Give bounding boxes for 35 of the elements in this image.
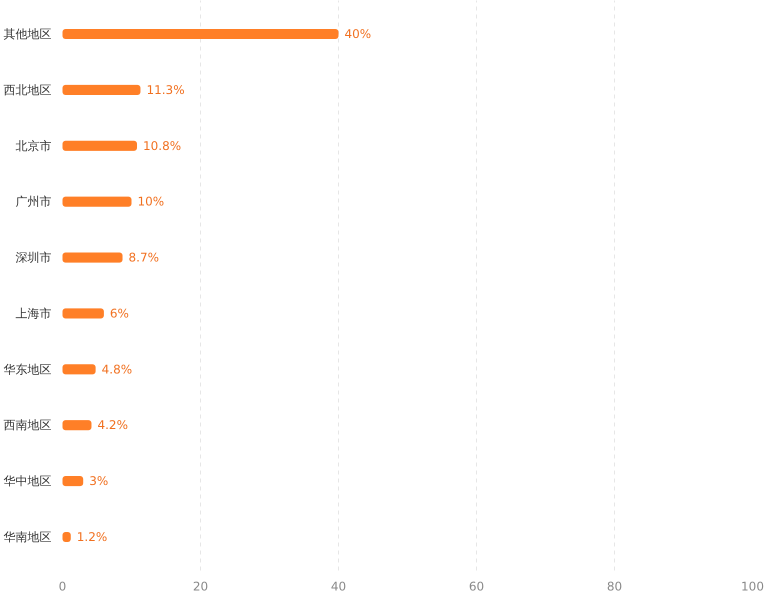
y-tick-label: 其他地区 <box>4 27 52 42</box>
y-tick-label: 西北地区 <box>4 82 52 97</box>
bar <box>62 476 84 486</box>
x-tick-label: 40 <box>330 580 346 594</box>
y-tick-label: 上海市 <box>16 306 52 320</box>
y-tick-label: 北京市 <box>16 138 52 153</box>
bar <box>62 196 132 207</box>
data-label: 3% <box>89 474 108 488</box>
data-label: 10% <box>138 194 164 209</box>
bar <box>62 252 123 263</box>
y-tick-label: 华南地区 <box>4 530 52 544</box>
data-label: 10.8% <box>143 138 182 153</box>
data-label: 11.3% <box>146 82 185 97</box>
bar <box>62 84 140 95</box>
bar <box>62 420 92 430</box>
y-tick-label: 华东地区 <box>4 362 52 376</box>
bar <box>62 364 96 374</box>
bar <box>62 29 338 40</box>
data-label: 4.8% <box>102 362 132 376</box>
data-label: 6% <box>110 306 129 320</box>
data-label: 1.2% <box>76 530 108 544</box>
bar <box>62 308 104 318</box>
bar <box>62 140 138 151</box>
x-tick-label: 20 <box>192 580 208 594</box>
x-tick-label: 60 <box>468 580 484 594</box>
data-label: 40% <box>344 27 372 42</box>
y-tick-label: 西南地区 <box>4 418 52 432</box>
y-tick-label: 华中地区 <box>4 474 52 488</box>
x-tick-label: 0 <box>58 580 66 594</box>
data-label: 8.7% <box>128 250 160 265</box>
data-label: 4.2% <box>97 418 128 432</box>
y-tick-label: 深圳市 <box>16 250 52 265</box>
x-tick-label: 80 <box>606 580 622 594</box>
y-tick-label: 广州市 <box>16 194 52 209</box>
x-tick-label: 100 <box>741 580 764 594</box>
